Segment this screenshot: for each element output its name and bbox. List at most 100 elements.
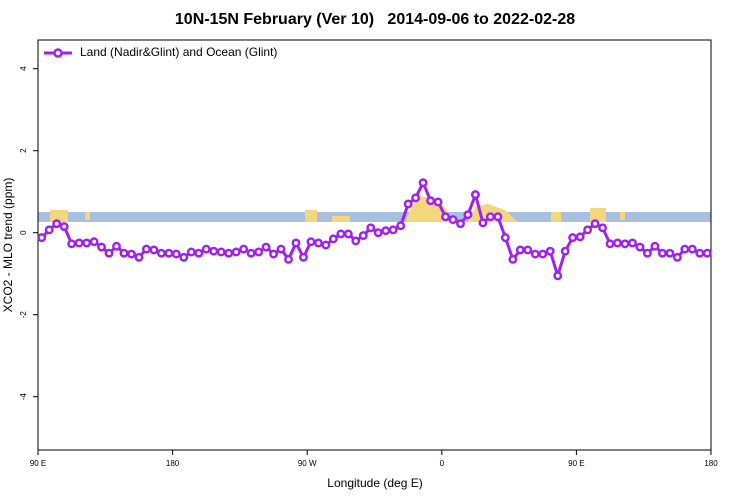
data-point: [538, 249, 548, 259]
x-tick-label: 180: [704, 459, 718, 468]
y-tick-label: -4: [19, 393, 28, 401]
data-point: [276, 244, 286, 254]
data-point: [500, 233, 510, 243]
data-point: [44, 225, 54, 235]
data-point: [254, 247, 264, 257]
data-point: [321, 240, 331, 250]
x-axis-label: Longitude (deg E): [327, 476, 422, 490]
legend-marker: [53, 48, 63, 58]
data-point: [336, 229, 346, 239]
data-point: [67, 239, 77, 249]
data-point: [291, 238, 301, 248]
data-point: [620, 239, 630, 249]
data-point: [583, 225, 593, 235]
data-point: [680, 244, 690, 254]
y-axis-label: XCO2 - MLO trend (ppm): [1, 178, 15, 313]
data-point: [313, 238, 323, 248]
data-point: [598, 223, 608, 233]
data-point: [642, 248, 652, 258]
data-point: [112, 241, 121, 251]
data-point: [493, 212, 503, 222]
data-point: [134, 252, 144, 262]
data-point: [381, 226, 391, 236]
data-point: [471, 190, 480, 200]
data-point: [224, 248, 234, 258]
y-tick-label: -2: [19, 311, 28, 319]
data-point: [171, 249, 181, 259]
data-point: [306, 237, 316, 247]
data-point: [194, 248, 204, 258]
y-tick-label: 0: [19, 230, 28, 235]
data-point: [433, 197, 443, 207]
data-point: [478, 218, 488, 228]
data-point: [523, 245, 533, 255]
data-point: [508, 254, 518, 264]
plot-frame: [37, 39, 712, 451]
data-point: [156, 248, 166, 258]
data-point: [687, 244, 697, 254]
data-point: [568, 233, 578, 243]
data-point: [82, 238, 92, 248]
data-point: [672, 252, 682, 262]
chart-title: 10N-15N February (Ver 10) 2014-09-06 to …: [175, 11, 575, 28]
data-point: [261, 242, 271, 252]
data-point: [426, 196, 436, 206]
data-point: [343, 229, 353, 239]
data-point: [179, 252, 189, 262]
data-point: [269, 249, 278, 259]
data-point: [635, 242, 645, 252]
data-point: [373, 228, 383, 238]
y-tick-label: 4: [19, 66, 28, 71]
data-point: [239, 244, 249, 254]
data-point: [141, 244, 151, 254]
data-point: [403, 199, 413, 209]
x-tick-label: 0: [440, 459, 445, 468]
data-point: [97, 242, 107, 252]
data-point: [448, 215, 458, 225]
data-point: [104, 248, 114, 258]
legend-label: Land (Nadir&Glint) and Ocean (Glint): [80, 45, 277, 59]
data-point: [515, 245, 525, 255]
data-point: [695, 248, 705, 258]
data-point: [59, 222, 69, 232]
data-point: [358, 231, 368, 241]
data-point: [411, 193, 421, 203]
data-point: [441, 212, 450, 222]
data-point: [231, 247, 241, 257]
data-point: [366, 223, 376, 233]
data-point: [37, 233, 47, 243]
data-point: [149, 245, 159, 255]
x-tick-label: 90 W: [298, 459, 317, 468]
data-point: [545, 246, 555, 256]
data-point: [456, 219, 465, 229]
data-point: [351, 236, 361, 246]
data-point: [650, 241, 660, 251]
data-point: [463, 210, 473, 220]
data-point: [485, 212, 495, 222]
data-point: [575, 232, 585, 242]
data-point: [201, 244, 211, 254]
data-point: [628, 238, 637, 248]
data-point: [119, 248, 129, 258]
data-point: [186, 247, 196, 257]
data-point: [396, 221, 406, 231]
data-point: [246, 248, 256, 258]
data-point: [216, 247, 226, 257]
data-point: [52, 219, 62, 229]
data-point: [209, 246, 219, 256]
data-point: [89, 237, 99, 247]
data-point: [590, 219, 600, 229]
data-point: [164, 248, 174, 258]
data-point: [665, 248, 675, 258]
data-point: [702, 248, 712, 258]
land-ocean-band: [38, 196, 711, 222]
data-point: [530, 249, 540, 259]
data-point: [328, 234, 338, 244]
data-point: [388, 225, 398, 235]
data-point: [74, 238, 84, 248]
data-point: [284, 254, 293, 264]
x-tick-label: 180: [166, 459, 180, 468]
y-tick-label: 2: [19, 148, 28, 153]
data-point: [605, 239, 615, 249]
